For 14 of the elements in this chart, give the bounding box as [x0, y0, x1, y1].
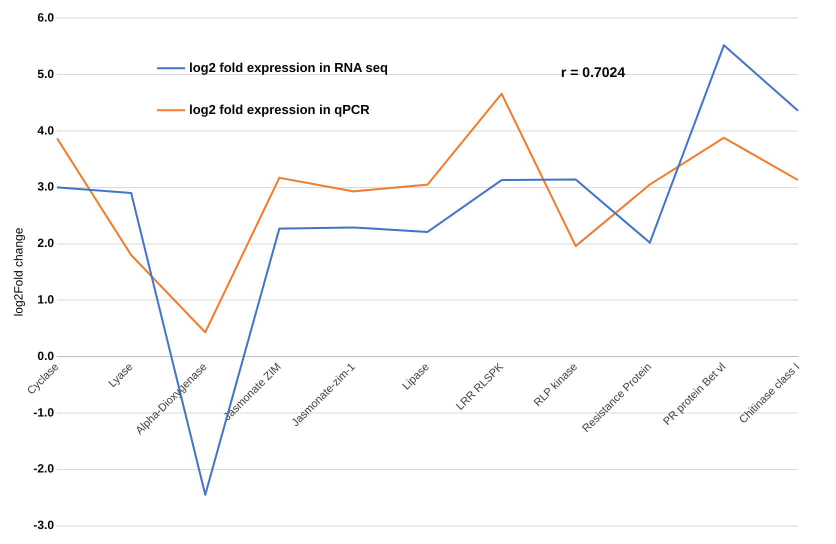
legend-label: log2 fold expression in RNA seq: [189, 60, 388, 75]
y-tick-label: 5.0: [37, 66, 54, 81]
annotation: r = 0.7024: [560, 64, 626, 80]
y-axis-title: log2Fold change: [12, 227, 26, 316]
y-tick-label: 2.0: [37, 236, 54, 250]
y-tick-label: 4.0: [37, 123, 54, 138]
y-tick-label: -2.0: [33, 462, 54, 476]
y-tick-label: 1.0: [37, 292, 54, 307]
y-tick-label: 6.0: [37, 10, 54, 25]
y-tick-label: -1.0: [33, 405, 54, 420]
y-tick-label: 3.0: [37, 180, 54, 194]
y-tick-label: -3.0: [33, 518, 54, 532]
legend-label: log2 fold expression in qPCR: [189, 102, 370, 117]
y-tick-label: 0.0: [37, 348, 54, 363]
